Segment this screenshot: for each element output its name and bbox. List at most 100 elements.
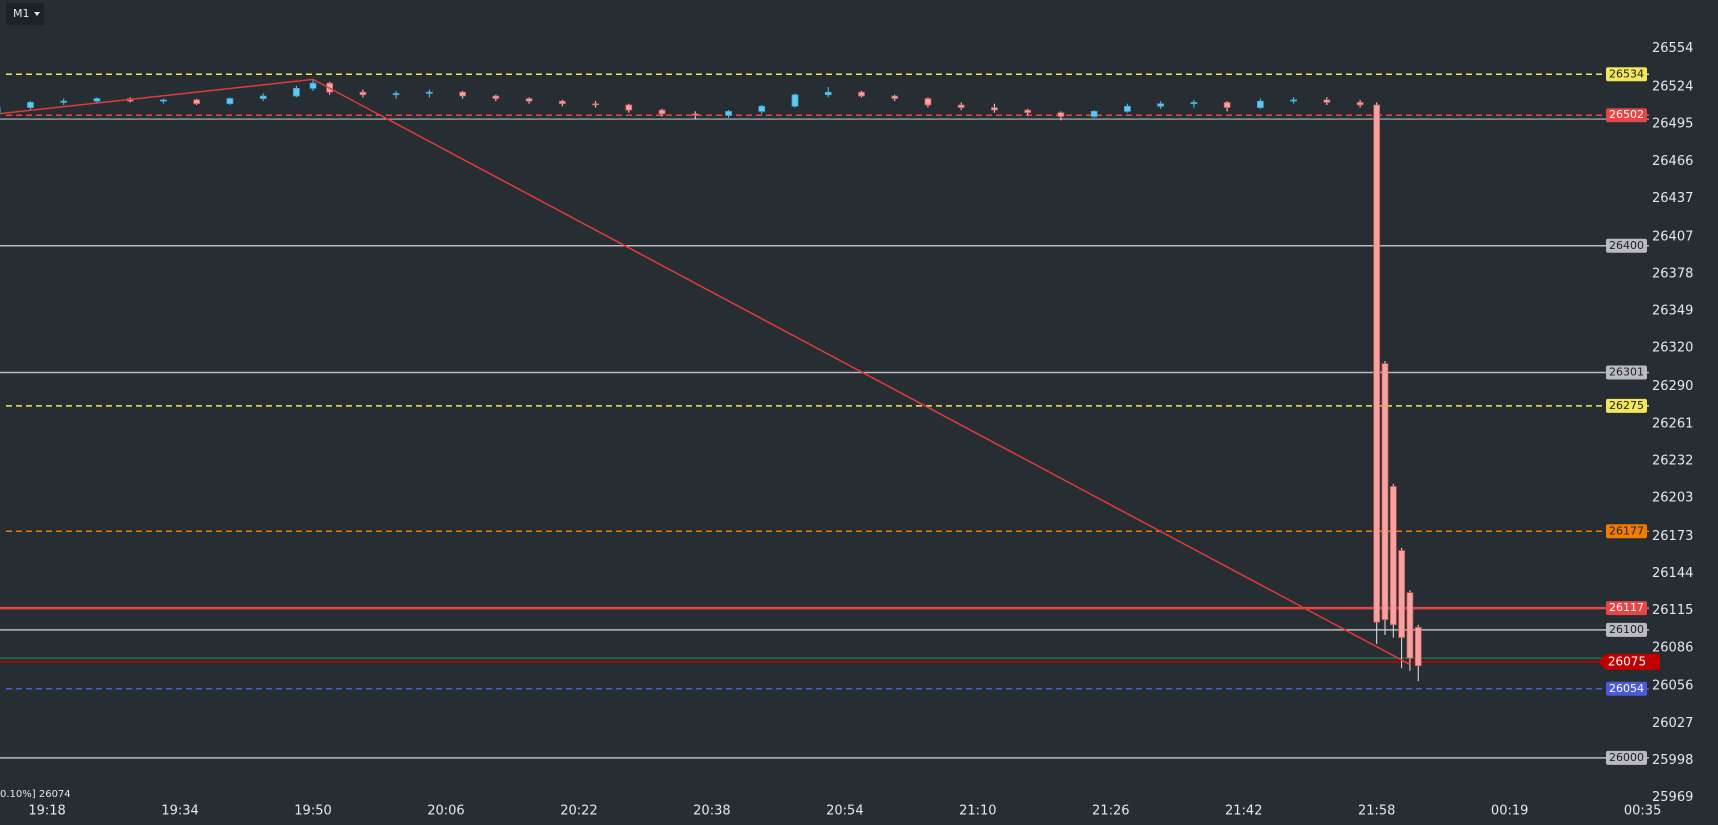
level-label-box	[1606, 601, 1647, 616]
level-label: 26502	[1609, 108, 1644, 121]
candle-body	[60, 100, 68, 103]
candle-body	[293, 87, 300, 97]
level-label: 26117	[1609, 601, 1644, 614]
candle-body	[1124, 105, 1131, 112]
candle-body	[1157, 103, 1164, 107]
level-label-box	[1606, 681, 1647, 696]
candle-body	[957, 104, 965, 108]
candle-body	[1290, 99, 1297, 102]
dropdown-arrow[interactable]	[34, 12, 40, 16]
x-tick-label: 00:35	[1624, 804, 1661, 819]
x-tick-label: 20:06	[427, 804, 464, 819]
x-tick-label: 19:50	[294, 804, 331, 819]
candle-body	[1414, 626, 1422, 667]
y-tick-label: 26320	[1652, 341, 1693, 356]
x-tick-label: 21:26	[1092, 804, 1129, 819]
timeframe[interactable]: M1	[13, 7, 30, 20]
footer-info: 0.10%] 26074	[0, 789, 71, 800]
level-label-box	[1606, 750, 1647, 765]
candle-body	[1381, 363, 1389, 620]
timeframe-button[interactable]: M1	[6, 3, 44, 25]
level-label: 26301	[1609, 366, 1644, 379]
candle-body	[226, 98, 234, 105]
y-tick-label: 26437	[1652, 191, 1693, 206]
y-tick-label: 26466	[1652, 154, 1693, 169]
candle-body	[426, 91, 433, 94]
y-tick-label: 26290	[1652, 379, 1693, 394]
y-tick-label: 25998	[1652, 753, 1693, 768]
y-tick-label: 26524	[1652, 80, 1693, 95]
level-label: 26400	[1609, 239, 1644, 252]
x-tick-label: 21:58	[1358, 804, 1395, 819]
level-label-box	[1606, 398, 1647, 413]
level-label: 26177	[1609, 524, 1644, 537]
y-tick-label: 26173	[1652, 529, 1693, 544]
level-label-box	[1606, 108, 1647, 123]
level-label: 26534	[1609, 67, 1644, 80]
price-label: 26075	[1608, 654, 1646, 668]
candle-body	[725, 111, 732, 116]
candle-body	[359, 91, 367, 96]
candle-body	[691, 113, 699, 116]
candle-body	[492, 95, 500, 99]
candle-body	[658, 109, 666, 115]
y-tick-label: 26115	[1652, 603, 1693, 618]
candle-body	[858, 91, 865, 97]
x-tick-label: 19:18	[28, 804, 65, 819]
y-tick-label: 26261	[1652, 416, 1693, 431]
candle-body	[1024, 109, 1032, 114]
y-tick-label: 26378	[1652, 266, 1693, 281]
candle-body	[1398, 550, 1405, 638]
level-label: 26054	[1609, 682, 1644, 695]
candle-body	[93, 98, 101, 102]
x-tick-label: 00:19	[1491, 804, 1528, 819]
y-tick-label: 25969	[1652, 790, 1693, 805]
y-tick-label: 26232	[1652, 453, 1693, 468]
candle-body	[891, 95, 899, 99]
candle-body	[160, 99, 167, 102]
candle-body	[924, 98, 932, 106]
candle-body	[824, 91, 832, 96]
candle-body	[758, 105, 766, 112]
level-label-box	[1606, 238, 1647, 253]
candle-body	[309, 82, 317, 89]
candle-body	[1389, 486, 1397, 626]
level-label: 26275	[1609, 399, 1644, 412]
candle-body	[525, 98, 533, 102]
y-tick-label: 26203	[1652, 491, 1693, 506]
candle-body	[1356, 102, 1364, 106]
x-tick-label: 21:10	[959, 804, 996, 819]
x-tick-label: 20:22	[560, 804, 597, 819]
trendline	[0, 78, 1411, 666]
price-label-box	[1598, 653, 1660, 670]
y-tick-label: 26144	[1652, 566, 1693, 581]
x-tick-label: 19:34	[161, 804, 198, 819]
level-label-box	[1606, 524, 1647, 539]
candle-body	[1323, 99, 1331, 103]
candle-body	[1373, 104, 1381, 623]
y-tick-label: 26027	[1652, 716, 1693, 731]
x-tick-label: 20:38	[693, 804, 730, 819]
y-tick-label: 26554	[1652, 41, 1693, 56]
y-tick-label: 26086	[1652, 640, 1693, 655]
level-label: 26100	[1609, 623, 1644, 636]
candle-body	[459, 91, 466, 97]
candle-body	[625, 104, 633, 111]
candle-body	[1090, 111, 1098, 117]
candle-body	[1223, 102, 1231, 108]
x-tick-label: 21:42	[1225, 804, 1262, 819]
y-tick-label: 26349	[1652, 304, 1693, 319]
y-tick-label: 26056	[1652, 679, 1693, 694]
candle-body	[1257, 100, 1264, 108]
candle-body	[791, 94, 799, 107]
candle-body	[1057, 112, 1065, 117]
candle-body	[1190, 102, 1198, 105]
candle-body	[592, 103, 599, 106]
y-tick-label: 26495	[1652, 117, 1693, 132]
timeframe-box[interactable]	[6, 3, 44, 25]
level-label-box	[1606, 67, 1647, 82]
